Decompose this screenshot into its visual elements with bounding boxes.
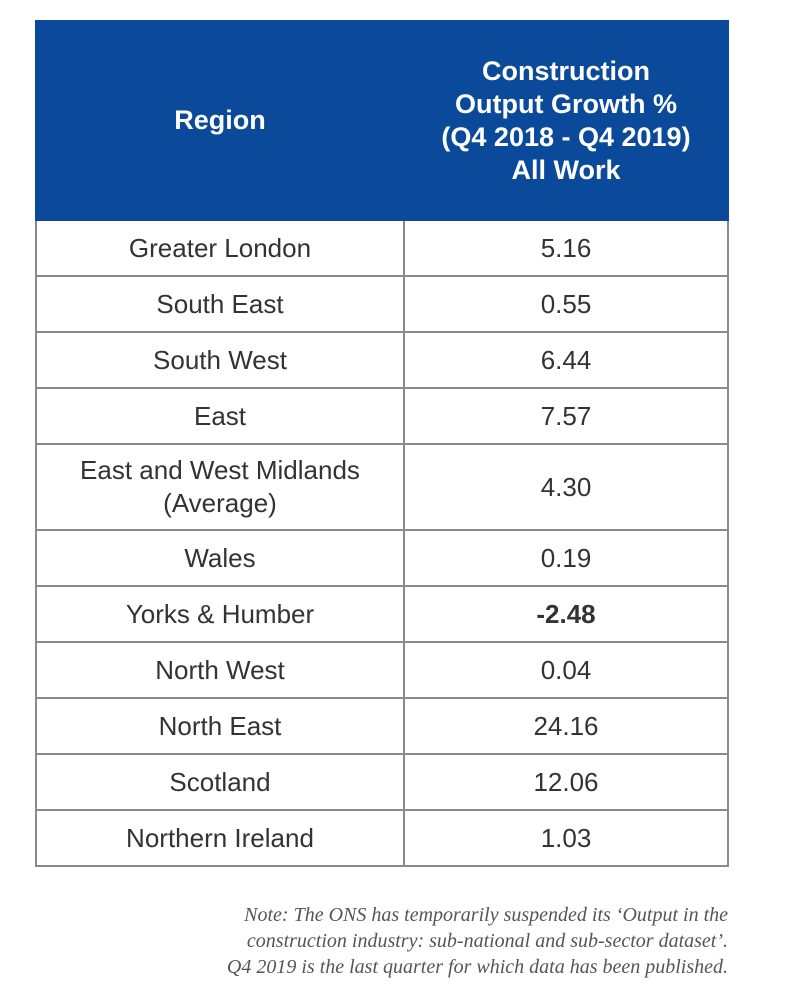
region-cell: South West bbox=[35, 331, 405, 389]
header-growth-line: (Q4 2018 - Q4 2019) bbox=[441, 121, 691, 152]
region-cell: North East bbox=[35, 697, 405, 755]
value-cell: 0.55 bbox=[403, 275, 729, 333]
table-row: Wales 0.19 bbox=[35, 529, 729, 587]
header-growth-line: All Work bbox=[511, 154, 621, 185]
region-cell: East bbox=[35, 387, 405, 445]
region-cell: Yorks & Humber bbox=[35, 585, 405, 643]
table-row: Scotland 12.06 bbox=[35, 753, 729, 811]
table-row: Greater London 5.16 bbox=[35, 219, 729, 277]
table-row: North West 0.04 bbox=[35, 641, 729, 699]
value-cell: 4.30 bbox=[403, 443, 729, 531]
table-row: South West 6.44 bbox=[35, 331, 729, 389]
region-line: (Average) bbox=[163, 488, 277, 518]
header-growth-line: Construction bbox=[482, 55, 650, 86]
region-cell: North West bbox=[35, 641, 405, 699]
table-row: East and West Midlands (Average) 4.30 bbox=[35, 443, 729, 531]
value-cell: 7.57 bbox=[403, 387, 729, 445]
table-row: Yorks & Humber -2.48 bbox=[35, 585, 729, 643]
region-cell: South East bbox=[35, 275, 405, 333]
table-body: Greater London 5.16 South East 0.55 Sout… bbox=[35, 219, 729, 867]
footnote-line: construction industry: sub-national and … bbox=[246, 930, 728, 952]
value-cell: 24.16 bbox=[403, 697, 729, 755]
value-cell: 6.44 bbox=[403, 331, 729, 389]
region-line: East and West Midlands bbox=[80, 455, 360, 485]
table-row: South East 0.55 bbox=[35, 275, 729, 333]
value-cell: 0.19 bbox=[403, 529, 729, 587]
header-growth: Construction Output Growth % (Q4 2018 - … bbox=[403, 20, 729, 221]
construction-growth-table: Region Construction Output Growth % (Q4 … bbox=[35, 20, 729, 867]
header-row: Region Construction Output Growth % (Q4 … bbox=[35, 20, 729, 221]
footnote: Note: The ONS has temporarily suspended … bbox=[48, 902, 728, 980]
region-cell: Greater London bbox=[35, 219, 405, 277]
footnote-line: Q4 2019 is the last quarter for which da… bbox=[226, 956, 728, 978]
footnote-line: Note: The ONS has temporarily suspended … bbox=[244, 904, 728, 926]
table-row: East 7.57 bbox=[35, 387, 729, 445]
region-cell: Northern Ireland bbox=[35, 809, 405, 867]
table-header: Region Construction Output Growth % (Q4 … bbox=[35, 20, 729, 221]
table-row: Northern Ireland 1.03 bbox=[35, 809, 729, 867]
value-cell: 12.06 bbox=[403, 753, 729, 811]
value-cell: 0.04 bbox=[403, 641, 729, 699]
header-region: Region bbox=[35, 20, 405, 221]
value-cell: 1.03 bbox=[403, 809, 729, 867]
value-cell: -2.48 bbox=[403, 585, 729, 643]
table-row: North East 24.16 bbox=[35, 697, 729, 755]
region-cell: East and West Midlands (Average) bbox=[35, 443, 405, 531]
value-cell: 5.16 bbox=[403, 219, 729, 277]
growth-table-container: Region Construction Output Growth % (Q4 … bbox=[35, 20, 729, 867]
header-growth-line: Output Growth % bbox=[455, 88, 677, 119]
region-cell: Wales bbox=[35, 529, 405, 587]
region-cell: Scotland bbox=[35, 753, 405, 811]
